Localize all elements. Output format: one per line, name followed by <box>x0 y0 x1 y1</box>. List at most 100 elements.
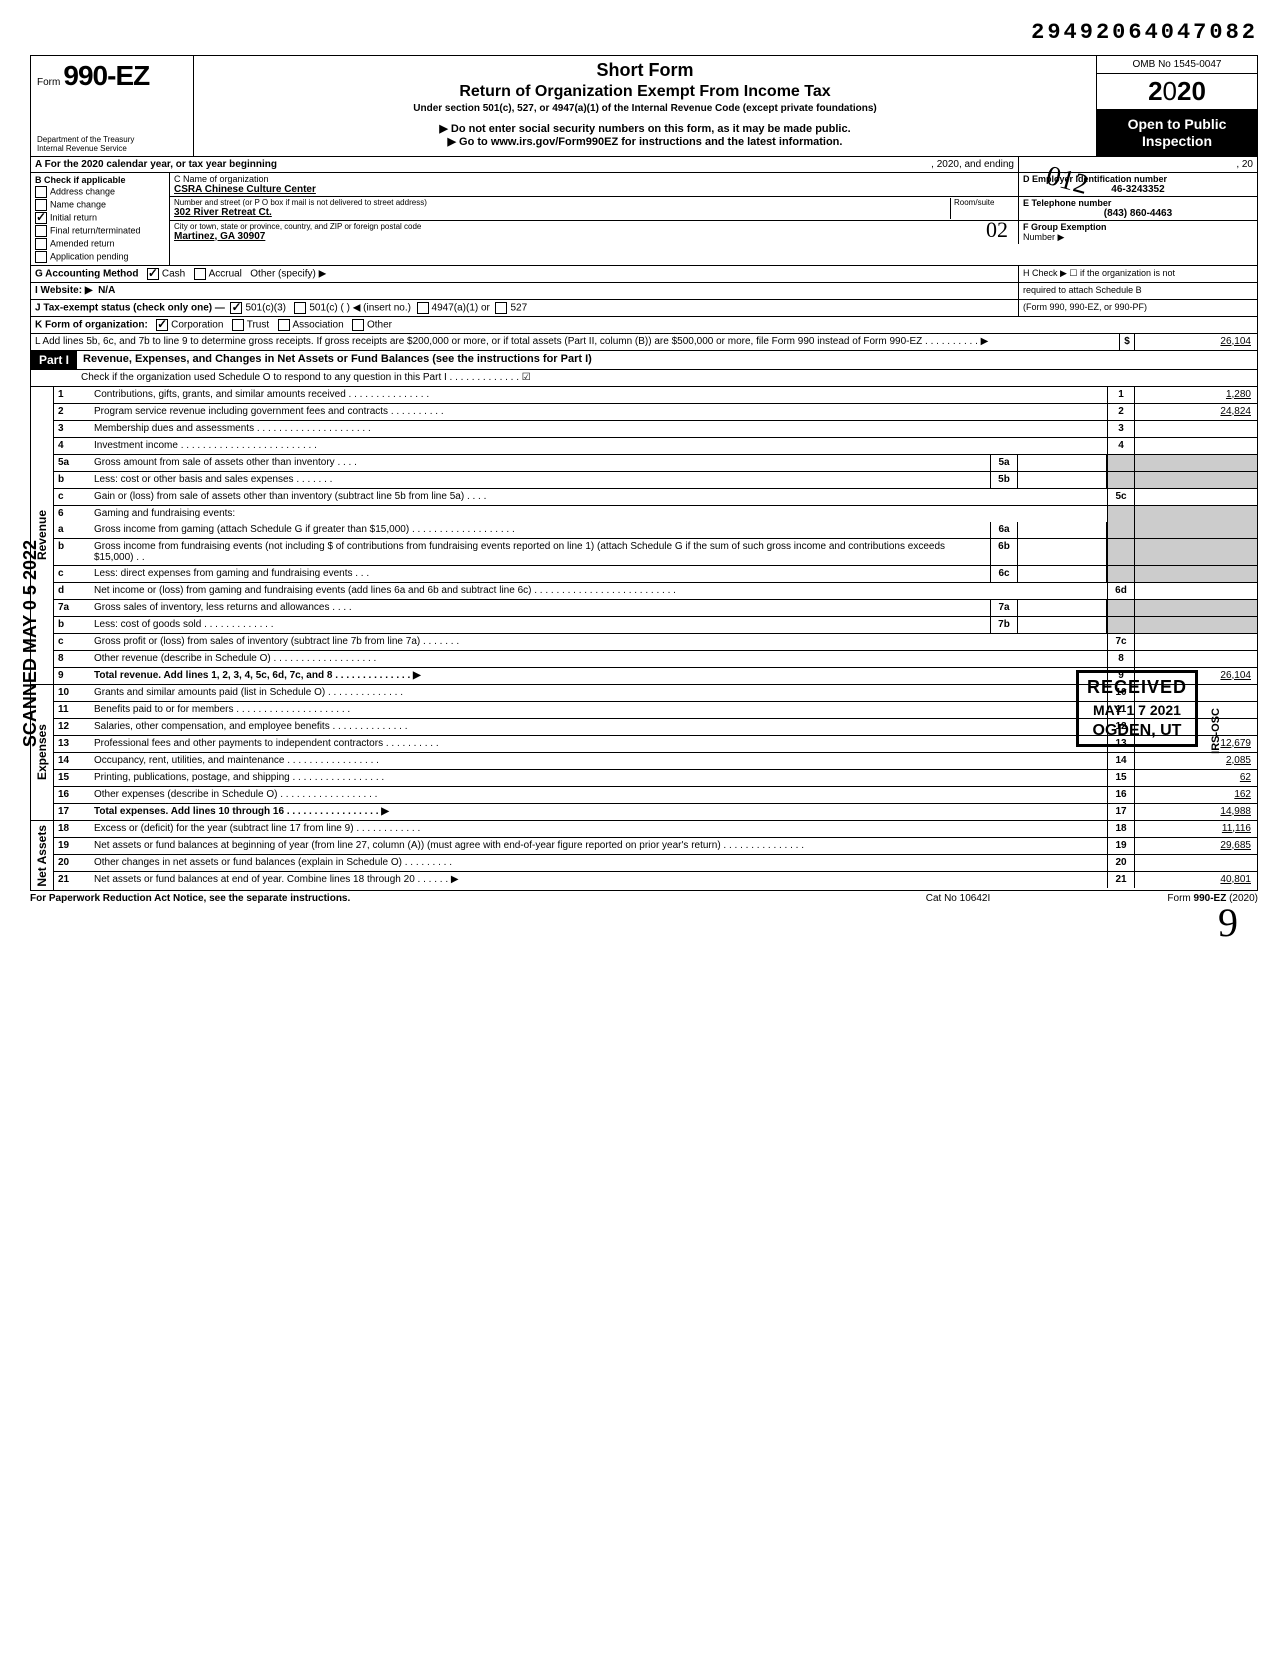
corp-checkbox[interactable] <box>156 319 168 331</box>
line-6d: d Net income or (loss) from gaming and f… <box>54 583 1257 600</box>
irs-osc-stamp: IRS-OSC <box>1210 708 1222 754</box>
short-form-title: Short Form <box>202 60 1088 81</box>
line-7c: c Gross profit or (loss) from sales of i… <box>54 634 1257 651</box>
line-3: 3 Membership dues and assessments . . . … <box>54 421 1257 438</box>
document-id: 29492064047082 <box>30 20 1258 45</box>
line-19: 19 Net assets or fund balances at beginn… <box>54 838 1257 855</box>
footer-mid: Cat No 10642I <box>858 893 1058 904</box>
line-6b: bGross income from fundraising events (n… <box>54 539 1257 566</box>
box-b-checkbox[interactable] <box>35 212 47 224</box>
row-k: K Form of organization: Corporation Trus… <box>30 317 1258 334</box>
line-4: 4 Investment income . . . . . . . . . . … <box>54 438 1257 455</box>
scanned-stamp: SCANNED MAY 0 5 2022 <box>20 540 41 747</box>
line-14: 14 Occupancy, rent, utilities, and maint… <box>54 753 1257 770</box>
box-b-checkbox[interactable] <box>35 186 47 198</box>
room-label: Room/suite <box>950 198 1014 219</box>
501c3-label: 501(c)(3) <box>245 302 286 313</box>
527-checkbox[interactable] <box>495 302 507 314</box>
4947-label: 4947(a)(1) or <box>432 302 490 313</box>
line-7b: b Less: cost of goods sold . . . . . . .… <box>54 617 1257 634</box>
box-b-title: B Check if applicable <box>35 175 165 185</box>
netassets-section: Net Assets 18 Excess or (deficit) for th… <box>30 821 1258 892</box>
row-l-sym: $ <box>1119 334 1134 350</box>
street-value: 302 River Retreat Ct. <box>174 207 950 218</box>
row-i: I Website: ▶ N/A required to attach Sche… <box>30 283 1258 300</box>
received-loc: OGDEN, UT <box>1087 722 1187 740</box>
line-20: 20 Other changes in net assets or fund b… <box>54 855 1257 872</box>
501c-checkbox[interactable] <box>294 302 306 314</box>
line-5c: c Gain or (loss) from sale of assets oth… <box>54 489 1257 506</box>
box-b-item-label: Amended return <box>50 238 115 248</box>
received-text: RECEIVED <box>1087 677 1187 698</box>
warning-url: ▶ Go to www.irs.gov/Form990EZ for instru… <box>202 135 1088 148</box>
box-f-sub: Number ▶ <box>1023 232 1253 243</box>
main-title: Return of Organization Exempt From Incom… <box>202 83 1088 101</box>
row-j-label: J Tax-exempt status (check only one) — <box>35 302 225 313</box>
line-15: 15 Printing, publications, postage, and … <box>54 770 1257 787</box>
other-label: Other (specify) ▶ <box>250 268 326 279</box>
501c3-checkbox[interactable] <box>230 302 242 314</box>
other-org-label: Other <box>367 319 392 330</box>
form-number: 990-EZ <box>63 60 149 91</box>
form-prefix: Form <box>37 77 60 88</box>
org-name: CSRA Chinese Culture Center <box>174 184 1014 195</box>
row-j: J Tax-exempt status (check only one) — 5… <box>30 300 1258 317</box>
inspection-notice: Open to Public Inspection <box>1097 110 1257 156</box>
part1-header: Part I Revenue, Expenses, and Changes in… <box>30 351 1258 370</box>
box-b-checkbox[interactable] <box>35 251 47 263</box>
row-l-text: L Add lines 5b, 6c, and 7b to line 9 to … <box>31 334 1119 350</box>
tax-year: 20202020 <box>1097 74 1257 110</box>
box-b-item-label: Initial return <box>50 212 97 222</box>
dept-label: Department of the Treasury Internal Reve… <box>37 136 187 154</box>
footer: For Paperwork Reduction Act Notice, see … <box>30 891 1258 906</box>
warning-ssn: ▶ Do not enter social security numbers o… <box>202 122 1088 135</box>
row-a-begin: A For the 2020 calendar year, or tax yea… <box>31 157 927 172</box>
revenue-label: Revenue <box>33 506 51 564</box>
omb-number: OMB No 1545-0047 <box>1097 56 1257 74</box>
row-l: L Add lines 5b, 6c, and 7b to line 9 to … <box>30 334 1258 351</box>
revenue-section: Revenue 1 Contributions, gifts, grants, … <box>30 387 1258 685</box>
4947-checkbox[interactable] <box>417 302 429 314</box>
line-2: 2 Program service revenue including gove… <box>54 404 1257 421</box>
handwritten-02: 02 <box>986 217 1008 243</box>
part1-tag: Part I <box>31 351 77 369</box>
assoc-checkbox[interactable] <box>278 319 290 331</box>
row-h-sub: required to attach Schedule B <box>1018 283 1257 299</box>
line-5a: 5a Gross amount from sale of assets othe… <box>54 455 1257 472</box>
box-f-label: F Group Exemption <box>1023 222 1253 232</box>
box-b-checkbox[interactable] <box>35 225 47 237</box>
cash-label: Cash <box>162 268 185 279</box>
box-b-checkbox[interactable] <box>35 238 47 250</box>
box-c-label: C Name of organization <box>174 174 1014 184</box>
501c-label: 501(c) ( ) ◀ (insert no.) <box>309 302 411 313</box>
other-org-checkbox[interactable] <box>352 319 364 331</box>
footer-left: For Paperwork Reduction Act Notice, see … <box>30 893 858 904</box>
corp-label: Corporation <box>171 319 223 330</box>
line-6a: a Gross income from gaming (attach Sched… <box>54 522 1257 539</box>
row-a-mid: , 2020, and ending <box>927 157 1018 172</box>
received-stamp: RECEIVED MAY 1 7 2021 OGDEN, UT <box>1076 670 1198 747</box>
accrual-checkbox[interactable] <box>194 268 206 280</box>
received-date: MAY 1 7 2021 <box>1087 702 1187 718</box>
line-8: 8 Other revenue (describe in Schedule O)… <box>54 651 1257 668</box>
row-k-label: K Form of organization: <box>35 319 148 330</box>
line-16: 16 Other expenses (describe in Schedule … <box>54 787 1257 804</box>
box-b-item-label: Name change <box>50 199 106 209</box>
phone-value: (843) 860-4463 <box>1023 208 1253 219</box>
city-label: City or town, state or province, country… <box>174 222 1014 231</box>
cash-checkbox[interactable] <box>147 268 159 280</box>
line-21: 21 Net assets or fund balances at end of… <box>54 872 1257 888</box>
line-18: 18 Excess or (deficit) for the year (sub… <box>54 821 1257 838</box>
527-label: 527 <box>510 302 527 313</box>
row-g-label: G Accounting Method <box>35 268 139 279</box>
line-5b: b Less: cost or other basis and sales ex… <box>54 472 1257 489</box>
assoc-label: Association <box>293 319 344 330</box>
row-g: G Accounting Method Cash Accrual Other (… <box>30 266 1258 283</box>
row-h-label: H Check ▶ ☐ if the organization is not <box>1023 268 1175 278</box>
city-value: Martinez, GA 30907 <box>174 231 1014 242</box>
trust-checkbox[interactable] <box>232 319 244 331</box>
handwritten-9: 9 <box>1218 899 1238 946</box>
row-h-sub2: (Form 990, 990-EZ, or 990-PF) <box>1018 300 1257 316</box>
line-17: 17 Total expenses. Add lines 10 through … <box>54 804 1257 820</box>
row-l-value: 26,104 <box>1134 334 1257 350</box>
